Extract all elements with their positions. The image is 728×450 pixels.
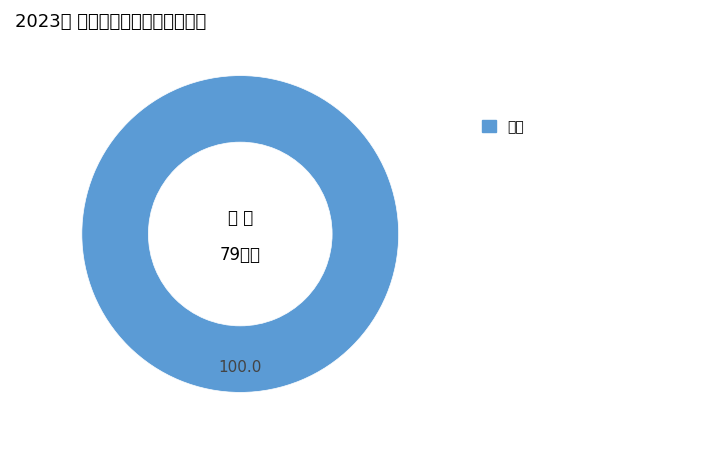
Text: 2023年 輸出相手国のシェア（％）: 2023年 輸出相手国のシェア（％） xyxy=(15,14,206,32)
Wedge shape xyxy=(82,76,399,392)
Text: 100.0: 100.0 xyxy=(218,360,262,374)
Text: 79万円: 79万円 xyxy=(220,246,261,264)
Text: 総 額: 総 額 xyxy=(228,209,253,227)
Legend: 米国: 米国 xyxy=(477,114,530,140)
